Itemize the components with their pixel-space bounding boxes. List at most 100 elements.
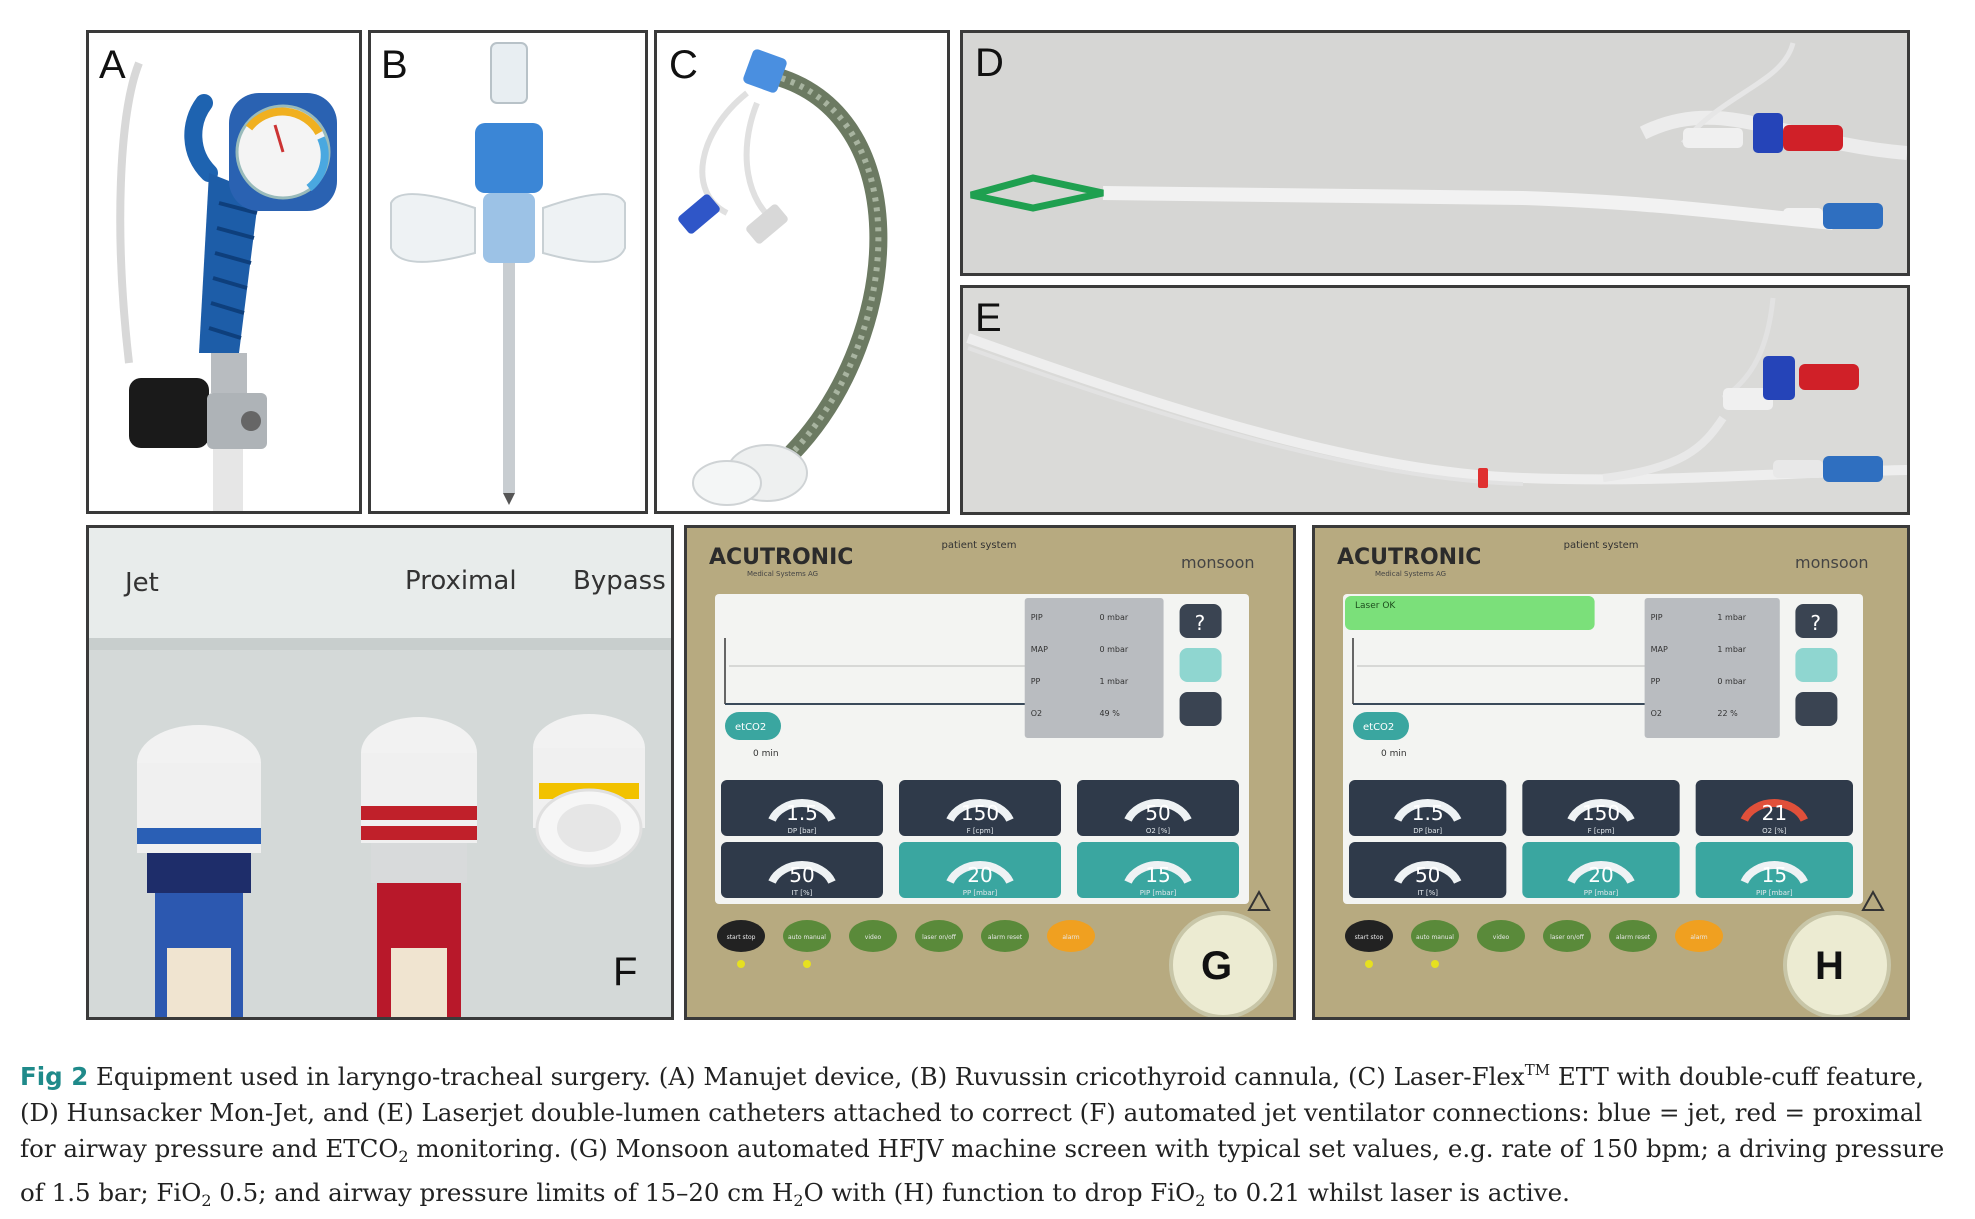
indicator-led <box>803 960 811 968</box>
rotary-knob <box>1783 911 1891 1017</box>
monitor-model: monsoon <box>1795 553 1869 572</box>
dial-arc <box>946 799 1014 822</box>
key-alarm <box>1047 920 1095 952</box>
panel-a: A <box>86 30 362 514</box>
dial-value: 50 <box>789 863 814 887</box>
dial-tile <box>1522 842 1680 898</box>
dial-unit: O2 [%] <box>1146 827 1171 835</box>
readout-name: O2 <box>1031 709 1042 718</box>
dial-unit: DP [bar] <box>788 827 817 835</box>
key-label: alarm reset <box>1616 934 1651 941</box>
laserjet-illustration <box>966 297 1907 488</box>
dial-tile <box>1349 842 1507 898</box>
key-label: auto manual <box>1416 934 1454 941</box>
indicator-led <box>1365 960 1373 968</box>
connector-illustration <box>89 528 671 1017</box>
key-video <box>1477 920 1525 952</box>
caption-superscript-tm: TM <box>1524 1061 1551 1079</box>
dial-unit: O2 [%] <box>1762 827 1787 835</box>
caption-text-2: ETT with double-cuff feature, (D) Hunsac… <box>20 1062 1924 1163</box>
screen-button-icon <box>1179 648 1222 682</box>
readout-name: O2 <box>1651 709 1662 718</box>
dial-tile <box>1695 842 1853 898</box>
etco2-button <box>1353 712 1409 740</box>
dial-arc <box>1567 861 1635 884</box>
monitor-model: monsoon <box>1181 553 1255 572</box>
cannula-illustration <box>390 42 626 505</box>
dial-arc <box>1124 799 1192 822</box>
dial-value: 50 <box>1415 863 1440 887</box>
dial-tile <box>1349 780 1507 836</box>
laser-banner-text: Laser OK <box>1355 601 1396 611</box>
panel-label-f: F <box>613 950 638 994</box>
key-laser-on-off <box>1543 920 1591 952</box>
dial-arc <box>768 799 836 822</box>
readout-name: PIP <box>1651 613 1663 622</box>
monitor-subbrand: Medical Systems AG <box>747 570 818 578</box>
caption-text-6: to 0.21 whilst laser is active. <box>1205 1178 1570 1207</box>
dial-value: 15 <box>1762 863 1787 887</box>
key-label: start stop <box>727 934 756 941</box>
readout-value: 1 mbar <box>1717 613 1746 622</box>
dial-unit: F [cpm] <box>967 827 994 835</box>
dial-arc <box>1740 861 1808 884</box>
dial-arc <box>1567 799 1635 822</box>
dial-tile <box>899 842 1061 898</box>
panel-g: ACUTRONIC Medical Systems AG patient syste… <box>684 525 1296 1020</box>
caption-subscript: 2 <box>201 1191 212 1210</box>
panel-c: C <box>654 30 950 514</box>
monitor-patient-system: patient system <box>942 540 1017 551</box>
figure-caption: Fig 2 Equipment used in laryngo-tracheal… <box>20 1052 1955 1219</box>
dial-unit: PIP [mbar] <box>1756 889 1793 897</box>
dial-value: 1.5 <box>786 801 818 825</box>
help-button-label: ? <box>1810 611 1821 635</box>
dial-unit: DP [bar] <box>1413 827 1442 835</box>
panel-label-h: H <box>1815 944 1844 988</box>
readout-value: 0 mbar <box>1099 645 1128 654</box>
dial-unit: PIP [mbar] <box>1140 889 1177 897</box>
readout-box <box>1024 598 1164 738</box>
dial-value: 1.5 <box>1412 801 1444 825</box>
warning-icon <box>1247 889 1271 911</box>
dial-value: 150 <box>1582 801 1620 825</box>
indicator-led <box>1431 960 1439 968</box>
readout-value: 1 mbar <box>1099 677 1128 686</box>
rotary-knob <box>1169 911 1277 1017</box>
key-label: alarm <box>1062 934 1079 941</box>
key-alarm-reset <box>1609 920 1657 952</box>
monitor-brand: ACUTRONIC <box>1337 545 1481 570</box>
dial-unit: IT [%] <box>1417 889 1438 897</box>
help-button <box>1795 604 1838 638</box>
monitor-subbrand: Medical Systems AG <box>1375 570 1446 578</box>
caption-text-5: O with (H) function to drop FiO <box>803 1178 1196 1207</box>
dial-value: 21 <box>1762 801 1787 825</box>
dial-arc <box>1124 861 1192 884</box>
etco2-label: etCO2 <box>1363 722 1394 733</box>
dial-unit: PP [mbar] <box>1584 889 1619 897</box>
key-label: alarm reset <box>988 934 1023 941</box>
readout-value: 49 % <box>1099 709 1120 718</box>
laser-banner <box>1345 596 1595 630</box>
etco2-label: etCO2 <box>735 722 766 733</box>
caption-subscript: 2 <box>1195 1191 1206 1210</box>
readout-name: MAP <box>1651 645 1668 654</box>
key-laser-on-off <box>915 920 963 952</box>
readout-name: PIP <box>1031 613 1043 622</box>
person-icon <box>1795 692 1838 726</box>
readout-value: 1 mbar <box>1717 645 1746 654</box>
panel-f: Jet Proximal Bypass F <box>86 525 674 1020</box>
panel-h: ACUTRONIC Medical Systems AG patient syste… <box>1312 525 1910 1020</box>
key-auto-manual <box>1411 920 1459 952</box>
connector-label-jet: Jet <box>125 568 159 598</box>
dial-tile <box>1522 780 1680 836</box>
dial-tile <box>721 780 883 836</box>
person-icon <box>1179 692 1222 726</box>
dial-tile <box>899 780 1061 836</box>
indicator-led <box>737 960 745 968</box>
time-axis-label: 0 min <box>1381 749 1407 759</box>
key-start-stop <box>717 920 765 952</box>
dial-tile <box>1077 842 1239 898</box>
caption-subscript: 2 <box>398 1147 409 1166</box>
readout-name: PP <box>1031 677 1041 686</box>
caption-subscript: 2 <box>793 1191 804 1210</box>
